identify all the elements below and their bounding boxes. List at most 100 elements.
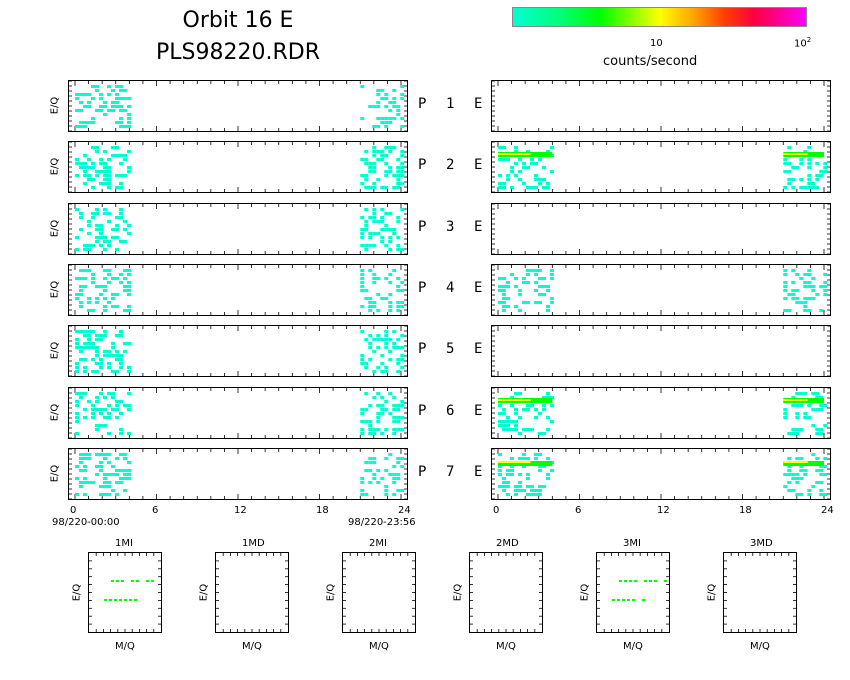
data-cell (376, 125, 381, 128)
data-cell (75, 158, 79, 162)
data-cell (91, 330, 95, 334)
data-cell (364, 223, 369, 227)
data-cell (360, 288, 365, 292)
data-cell (123, 472, 127, 476)
data-cell (550, 395, 554, 399)
data-cell (502, 300, 506, 304)
data-cell (103, 101, 107, 104)
data-cell (534, 407, 538, 411)
data-cell (807, 178, 812, 182)
data-cell (388, 117, 393, 120)
data-cell (103, 423, 107, 427)
data-cell (119, 154, 123, 158)
data-cell (127, 407, 131, 411)
data-cell (534, 268, 538, 272)
data-cell (384, 146, 389, 150)
data-cell (783, 284, 788, 288)
data-cell (799, 468, 804, 472)
data-cell (795, 411, 800, 415)
data-cell (83, 125, 87, 128)
data-cell (783, 158, 788, 162)
data-cell (127, 288, 131, 292)
data-cell (380, 362, 385, 366)
data-cell (115, 350, 119, 354)
data-cell (87, 452, 91, 456)
data-cell (79, 330, 83, 334)
data-cell (823, 166, 828, 170)
data-cell (75, 370, 79, 374)
data-cell (526, 476, 530, 480)
data-cell (396, 276, 401, 280)
data-cell (787, 178, 792, 182)
mass-data-cell (644, 580, 647, 582)
data-cell (530, 158, 534, 162)
data-cell (364, 207, 369, 211)
data-cell (123, 174, 127, 178)
data-band-peak (783, 460, 808, 463)
data-cell (526, 492, 530, 496)
data-cell (799, 403, 804, 407)
data-cell (518, 288, 522, 292)
data-cell (360, 85, 365, 88)
x-start-label: 98/220-00:00 (52, 517, 120, 528)
right-panel-plot-5 (492, 325, 830, 377)
data-cell (510, 456, 514, 460)
data-cell (91, 215, 95, 219)
data-cell (372, 211, 377, 215)
data-cell (542, 464, 546, 468)
data-cell (396, 427, 401, 431)
data-cell (107, 362, 111, 366)
data-cell (799, 158, 804, 162)
data-cell (392, 342, 397, 346)
data-cell (799, 276, 804, 280)
data-cell (534, 300, 538, 304)
data-cell (815, 292, 820, 296)
data-cell (803, 296, 808, 300)
data-cell (99, 391, 103, 395)
row-label-part: E (474, 96, 483, 112)
data-cell (95, 452, 99, 456)
data-cell (384, 174, 389, 178)
data-cell (815, 162, 820, 166)
data-cell (107, 391, 111, 395)
data-cell (368, 231, 373, 235)
data-cell (127, 272, 131, 276)
data-cell (119, 117, 123, 120)
data-cell (91, 146, 95, 150)
data-cell (107, 350, 111, 354)
data-cell (815, 456, 820, 460)
row-label-part: P (418, 218, 427, 235)
data-cell (400, 427, 405, 431)
data-cell (380, 411, 385, 415)
data-cell (506, 280, 510, 284)
data-cell (103, 296, 107, 300)
mass-data-cell (612, 599, 615, 601)
data-cell (807, 488, 812, 492)
data-cell (103, 239, 107, 243)
mass-panel-2MD (469, 552, 543, 633)
data-cell (396, 488, 401, 492)
data-band (783, 460, 824, 466)
data-cell (103, 207, 107, 211)
data-cell (799, 186, 804, 190)
data-cell (518, 484, 522, 488)
data-cell (380, 150, 385, 154)
data-cell (83, 105, 87, 108)
data-cell (819, 488, 824, 492)
data-cell (364, 186, 369, 190)
data-cell (514, 391, 518, 395)
data-cell (376, 391, 381, 395)
data-cell (115, 223, 119, 227)
data-cell (538, 492, 542, 496)
data-cell (498, 300, 502, 304)
data-cell (384, 276, 389, 280)
data-cell (127, 97, 131, 100)
data-cell (103, 268, 107, 272)
data-cell (502, 182, 506, 186)
data-cell (400, 85, 405, 88)
data-cell (95, 146, 99, 150)
data-cell (91, 186, 95, 190)
mass-data-cell (624, 580, 627, 582)
data-cell (795, 476, 800, 480)
data-cell (811, 182, 816, 186)
